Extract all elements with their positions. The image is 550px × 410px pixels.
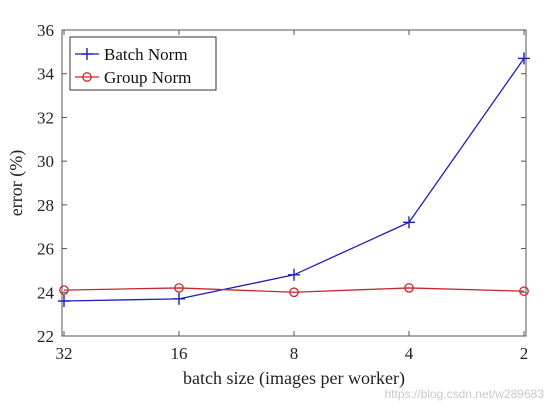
y-tick-label: 36 [37,21,54,40]
series-line-group-norm [63,287,525,293]
data-point-group-norm [289,287,299,298]
legend-marker-group-norm [82,72,92,82]
y-tick-label: 22 [37,327,54,346]
data-point-group-norm [174,283,184,293]
y-tick-label: 26 [37,240,54,259]
y-axis: 22 24 26 28 30 32 34 36 [37,21,526,346]
data-point-group-norm [404,283,414,293]
legend-label-group-norm: Group Norm [104,68,191,87]
data-point-batch-norm [58,295,70,308]
y-axis-label: error (%) [6,150,27,216]
data-point-batch-norm [288,268,300,281]
legend-box [69,36,217,91]
legend: Batch Norm Group Norm [69,36,217,91]
x-axis-label: batch size (images per worker) [183,368,405,389]
data-point-group-norm [59,285,69,295]
data-point-batch-norm [403,216,415,229]
legend-label-batch-norm: Batch Norm [104,45,188,64]
data-point-batch-norm [518,52,530,65]
y-tick-label: 28 [37,196,54,215]
series-layer [58,52,530,308]
data-point-group-norm [519,286,529,297]
series-line-batch-norm [63,58,525,302]
y-tick-label: 32 [37,108,54,127]
x-tick-label: 16 [171,344,188,363]
x-tick-label: 8 [290,344,299,363]
y-tick-label: 30 [37,152,54,171]
x-tick-label: 2 [520,344,529,363]
legend-marker-batch-norm [81,48,93,60]
y-tick-label: 34 [37,65,55,84]
x-tick-label: 4 [405,344,414,363]
x-axis: 32 16 8 4 2 [56,30,529,363]
data-point-batch-norm [173,292,185,305]
watermark: https://blog.csdn.net/w289683 [385,387,545,401]
x-tick-label: 32 [56,344,73,363]
y-tick-label: 24 [37,283,55,302]
